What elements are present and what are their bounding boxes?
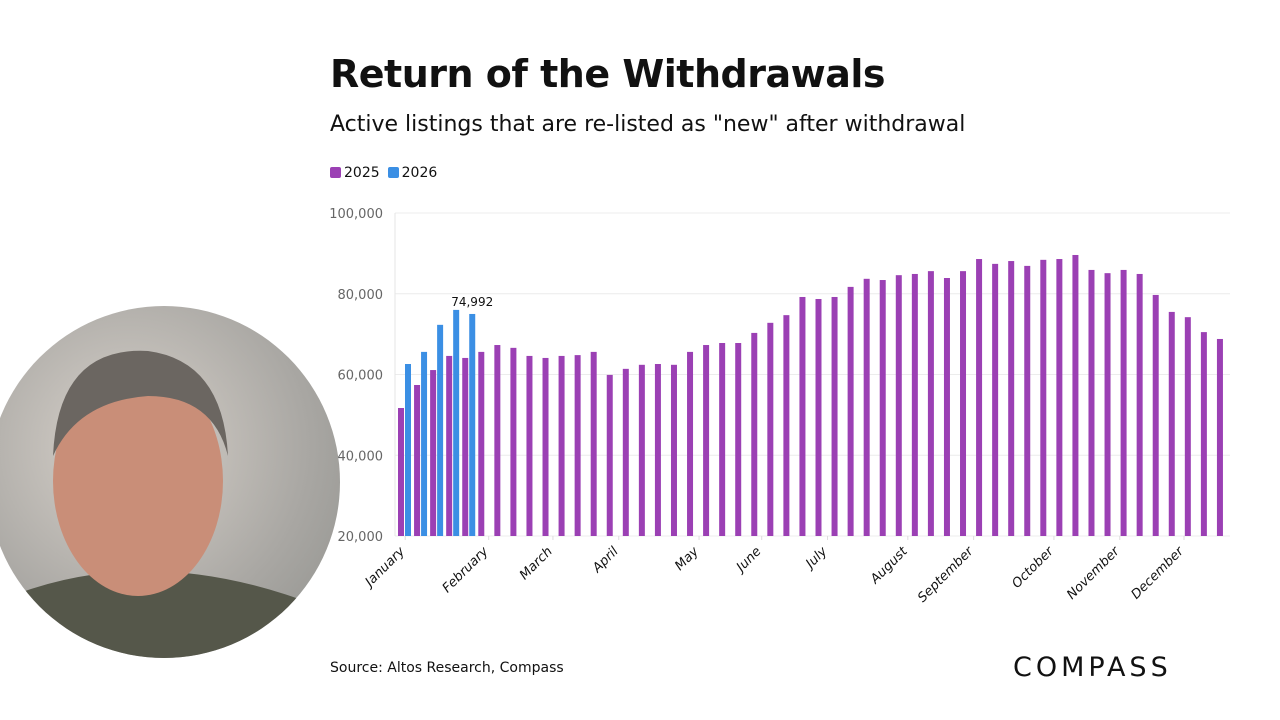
bar-2026 <box>421 351 428 536</box>
bar-2025 <box>542 357 549 536</box>
y-tick-label: 20,000 <box>338 530 384 545</box>
bar-2025 <box>879 280 886 536</box>
bar-2025 <box>735 343 742 536</box>
bar-2025 <box>992 263 999 536</box>
x-tick-label: January <box>360 544 408 592</box>
bar-2025 <box>510 347 517 536</box>
chart-subtitle: Active listings that are re-listed as "n… <box>330 112 966 137</box>
chart-title: Return of the Withdrawals <box>330 52 886 96</box>
bar-2026 <box>469 313 476 536</box>
bar-2025 <box>446 355 453 536</box>
source-note: Source: Altos Research, Compass <box>330 660 564 676</box>
bar-2025 <box>960 271 967 536</box>
bar-2025 <box>1056 259 1063 536</box>
bar-2025 <box>1200 332 1207 536</box>
bar-2025 <box>430 370 437 536</box>
bar-2025 <box>654 364 661 536</box>
bar-2025 <box>638 364 645 536</box>
compass-logo: COMPASS <box>1013 652 1172 683</box>
bar-2025 <box>1168 311 1175 536</box>
bar-2025 <box>1136 273 1143 536</box>
bar-2025 <box>1008 261 1015 536</box>
x-tick-label: August <box>867 544 911 588</box>
legend-swatch-2025 <box>330 167 341 178</box>
y-tick-label: 60,000 <box>338 369 384 384</box>
bar-2025 <box>1152 294 1159 536</box>
x-tick-label: November <box>1064 543 1124 603</box>
bar-2025 <box>831 296 838 536</box>
legend-item-2026: 2026 <box>387 165 438 181</box>
bar-2025 <box>622 368 629 536</box>
bar-2025 <box>767 322 774 536</box>
legend-swatch-2026 <box>387 167 399 178</box>
x-tick-label: December <box>1129 543 1188 602</box>
x-tick-label: February <box>440 544 492 596</box>
bar-2025 <box>478 351 485 536</box>
bar-2025 <box>687 351 694 536</box>
bar-2025 <box>911 273 918 536</box>
legend-item-2025: 2025 <box>330 165 380 181</box>
bar-2025 <box>414 384 421 536</box>
bar-2025 <box>799 296 806 536</box>
presenter-webcam <box>0 306 340 658</box>
x-tick-label: May <box>672 544 702 574</box>
bar-2026 <box>405 364 411 536</box>
bar-2025 <box>1120 269 1127 536</box>
x-tick-label: July <box>801 544 830 573</box>
bar-2025 <box>494 345 501 536</box>
bar-2025 <box>895 275 902 536</box>
bar-2025 <box>398 408 404 536</box>
bar-2025 <box>1088 269 1095 536</box>
x-tick-label: June <box>732 544 765 577</box>
bar-2025 <box>590 351 597 536</box>
bar-2025 <box>976 259 983 536</box>
bar-2025 <box>1216 338 1223 536</box>
bar-2025 <box>751 332 758 536</box>
bar-2025 <box>462 357 469 536</box>
bar-2025 <box>1184 317 1191 536</box>
bar-2025 <box>574 355 581 536</box>
bar-2025 <box>863 278 870 536</box>
legend: 2025 2026 <box>330 165 437 181</box>
legend-label-2026: 2026 <box>401 165 438 181</box>
bar-2026 <box>453 309 460 536</box>
bar-2025 <box>558 355 565 536</box>
x-tick-label: March <box>517 544 556 583</box>
presenter-silhouette <box>0 350 318 658</box>
y-tick-label: 80,000 <box>338 288 384 303</box>
x-tick-label: September <box>915 543 978 606</box>
bar-2025 <box>1072 254 1079 537</box>
data-label: 74,992 <box>451 295 493 309</box>
y-tick-label: 40,000 <box>338 449 384 464</box>
bar-2025 <box>815 298 822 536</box>
bar-2025 <box>847 286 854 536</box>
bar-2025 <box>670 364 677 536</box>
bar-2025 <box>1104 273 1111 536</box>
bar-2025 <box>943 278 950 536</box>
x-tick-label: October <box>1009 543 1058 592</box>
bar-2025 <box>719 343 726 536</box>
bar-2025 <box>927 271 934 536</box>
bar-2025 <box>703 345 710 536</box>
bar-2025 <box>1040 259 1047 536</box>
bar-2025 <box>783 315 790 536</box>
bar-2025 <box>606 374 613 536</box>
legend-label-2025: 2025 <box>344 165 380 181</box>
y-tick-label: 100,000 <box>329 207 383 222</box>
x-tick-label: April <box>589 544 622 577</box>
bar-2025 <box>526 355 533 536</box>
bar-2026 <box>437 324 444 536</box>
bar-2025 <box>1024 265 1031 536</box>
